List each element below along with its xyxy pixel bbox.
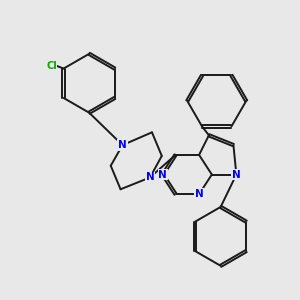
Text: N: N: [195, 189, 203, 199]
Text: Cl: Cl: [46, 61, 57, 70]
Text: N: N: [118, 140, 127, 150]
Text: N: N: [232, 169, 241, 179]
Text: N: N: [146, 172, 154, 182]
Text: N: N: [158, 169, 167, 179]
